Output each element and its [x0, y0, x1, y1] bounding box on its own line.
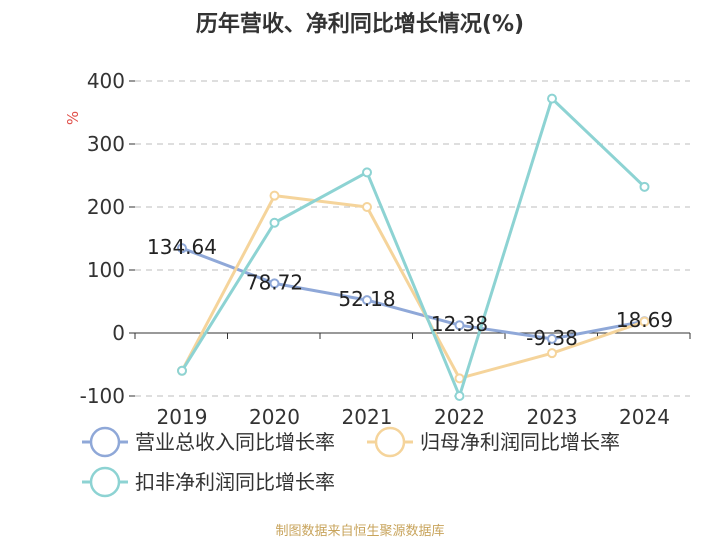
axes: -100 0 100 200 300 400% 2019 2020 2021 2022 2023 20…: [64, 69, 691, 429]
series-lines: [177, 93, 650, 401]
legend-marker: [374, 426, 406, 458]
series-line-2: [180, 194, 645, 380]
y-tick-label: 100: [87, 258, 125, 282]
y-tick-label: -100: [80, 384, 125, 408]
data-point: [269, 278, 280, 289]
data-point: [454, 373, 465, 384]
legend-item: 营业总收入同比增长率: [82, 426, 335, 458]
legend-item: 归母净利润同比增长率: [367, 426, 620, 458]
y-tick-label: 300: [87, 132, 125, 156]
y-tick-label: 200: [87, 195, 125, 219]
data-point: [547, 93, 557, 104]
series-line-3: [180, 97, 646, 398]
data-point: [547, 333, 557, 344]
legend-label: 归母净利润同比增长率: [420, 430, 620, 454]
data-point: [362, 202, 372, 212]
data-label: 12.38: [431, 312, 488, 336]
x-tick-label: 2022: [434, 405, 485, 429]
data-label: 78.72: [246, 270, 303, 294]
x-tick-label: 2024: [619, 405, 670, 429]
x-tick-label: 2023: [527, 405, 578, 429]
legend-marker: [89, 466, 121, 498]
data-point: [454, 391, 465, 401]
x-tick-label: 2019: [157, 405, 208, 429]
legend-label: 扣非净利润同比增长率: [135, 470, 335, 494]
data-label: 52.18: [338, 287, 395, 311]
y-axis-unit: %: [64, 111, 82, 125]
data-label: -9.38: [526, 326, 578, 350]
legend-label: 营业总收入同比增长率: [135, 430, 335, 454]
data-label: 134.64: [147, 235, 217, 259]
y-tick-label: 0: [112, 321, 125, 345]
data-point: [177, 365, 187, 376]
data-point: [269, 217, 280, 228]
grid-lines: [135, 80, 690, 397]
data-point: [454, 320, 465, 331]
source-note: 制图数据来自恒生聚源数据库: [275, 524, 445, 539]
x-tick-label: 2020: [249, 405, 300, 429]
data-label: 18.69: [616, 308, 673, 332]
data-point: [177, 243, 187, 254]
x-tick-label: 2021: [342, 405, 393, 429]
legend-item: 扣非净利润同比增长率: [82, 466, 335, 498]
data-point: [639, 316, 650, 327]
data-point: [269, 190, 280, 201]
data-labels: 134.64 78.72 52.18 12.38 -9.38 18.69: [147, 235, 673, 350]
data-point: [362, 167, 372, 178]
chart-title: 历年营收、净利同比增长情况(%): [195, 12, 525, 37]
series-line-1: [181, 246, 645, 341]
data-point: [547, 348, 557, 359]
legend-marker: [89, 426, 121, 458]
y-tick-label: 400: [87, 69, 125, 93]
data-point: [639, 181, 650, 192]
data-point: [362, 295, 372, 306]
